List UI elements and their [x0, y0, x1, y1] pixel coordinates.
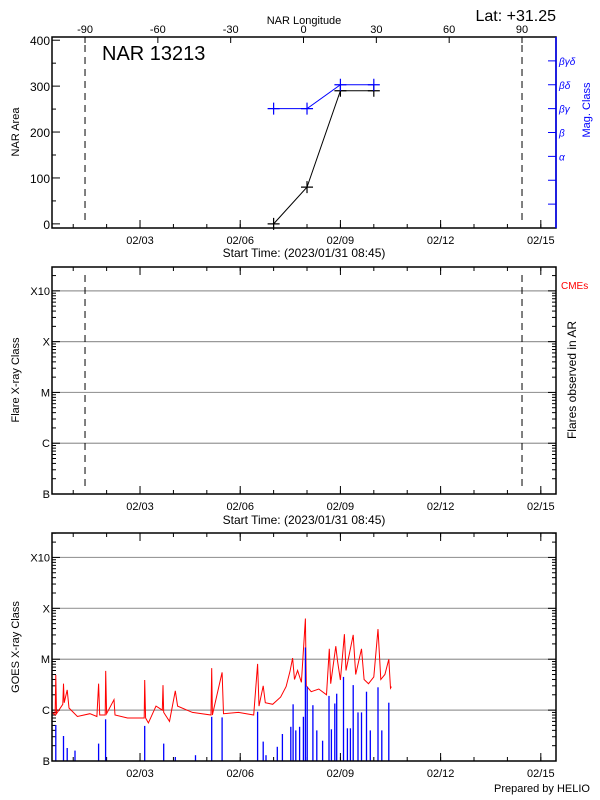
- y-tick-label: X: [43, 603, 51, 615]
- panel3-y-axis-title: GOES X-ray Class: [10, 601, 22, 693]
- longitude-tick-label: -30: [223, 24, 239, 36]
- mag-class-marker: [367, 78, 380, 91]
- x-tick-label: 02/03: [126, 768, 154, 780]
- panel3-frame: [51, 532, 557, 762]
- x-tick-label: 02/15: [527, 235, 555, 247]
- y-tick-label: M: [41, 387, 50, 399]
- nar-area-marker: [267, 217, 280, 230]
- y-tick-label: X: [43, 337, 51, 349]
- x-tick-label: 02/15: [527, 501, 555, 513]
- y-tick-label: X10: [30, 552, 50, 564]
- panel2-y-axis-title: Flare X-ray Class: [10, 337, 22, 422]
- mag-class-marker: [301, 102, 314, 115]
- x-tick-label: 02/03: [126, 235, 154, 247]
- mag-class-tick-label: βδ: [558, 81, 571, 92]
- mag-class-tick-label: βγ: [558, 105, 571, 116]
- x-tick-label: 02/09: [327, 235, 355, 247]
- panel1-y2-axis-title: Mag. Class: [581, 82, 593, 138]
- x-tick-label: 02/12: [427, 501, 455, 513]
- nar-area-line: [273, 90, 374, 225]
- mag-class-tick-label: βγδ: [558, 57, 576, 68]
- y-tick-label: 300: [30, 80, 50, 94]
- nar-area-marker: [301, 181, 314, 194]
- x-tick-label: 02/09: [327, 768, 355, 780]
- x-tick-label: 02/09: [327, 501, 355, 513]
- goes-long-channel-line: [51, 618, 392, 724]
- panel2-frame: [51, 266, 557, 495]
- longitude-tick-label: 90: [516, 24, 528, 36]
- y-tick-label: C: [42, 438, 50, 450]
- longitude-tick-label: -60: [150, 24, 166, 36]
- x-tick-label: 02/15: [527, 768, 555, 780]
- x-tick-label: 02/06: [226, 501, 254, 513]
- cme-legend-label: CMEs: [561, 281, 588, 292]
- y-tick-label: 0: [43, 218, 50, 232]
- panel2-y2-axis-title: Flares observed in AR: [565, 321, 579, 439]
- y-tick-label: B: [43, 489, 50, 501]
- longitude-tick-label: 30: [370, 24, 382, 36]
- y-tick-label: 400: [30, 34, 50, 48]
- mag-class-tick-label: β: [558, 129, 565, 140]
- panel1-frame: [51, 36, 557, 229]
- y-tick-label: B: [43, 756, 50, 768]
- x-tick-label: 02/12: [427, 235, 455, 247]
- y-tick-label: X10: [30, 286, 50, 298]
- x-tick-label: 02/06: [226, 768, 254, 780]
- x-tick-label: 02/12: [427, 768, 455, 780]
- y-tick-label: C: [42, 705, 50, 717]
- mag-class-line: [273, 84, 374, 110]
- panel2-x-axis-title: Start Time: (2023/01/31 08:45): [223, 513, 386, 527]
- panel1-x-axis-title: Start Time: (2023/01/31 08:45): [223, 246, 386, 260]
- y-tick-label: M: [41, 654, 50, 666]
- mag-class-marker: [334, 78, 347, 91]
- prepared-by-label: Prepared by HELIO: [494, 783, 590, 795]
- latitude-label: Lat: +31.25: [475, 8, 556, 25]
- top-x-axis-title: NAR Longitude: [267, 15, 342, 27]
- panel1-title: NAR 13213: [102, 43, 205, 65]
- y-tick-label: 100: [30, 172, 50, 186]
- y-tick-label: 200: [30, 126, 50, 140]
- longitude-tick-label: -90: [77, 24, 93, 36]
- x-tick-label: 02/06: [226, 235, 254, 247]
- mag-class-marker: [267, 102, 280, 115]
- mag-class-tick-label: α: [559, 152, 565, 163]
- longitude-tick-label: 60: [443, 24, 455, 36]
- panel1-y-axis-title: NAR Area: [10, 107, 22, 157]
- longitude-tick-label: 0: [300, 24, 306, 36]
- x-tick-label: 02/03: [126, 501, 154, 513]
